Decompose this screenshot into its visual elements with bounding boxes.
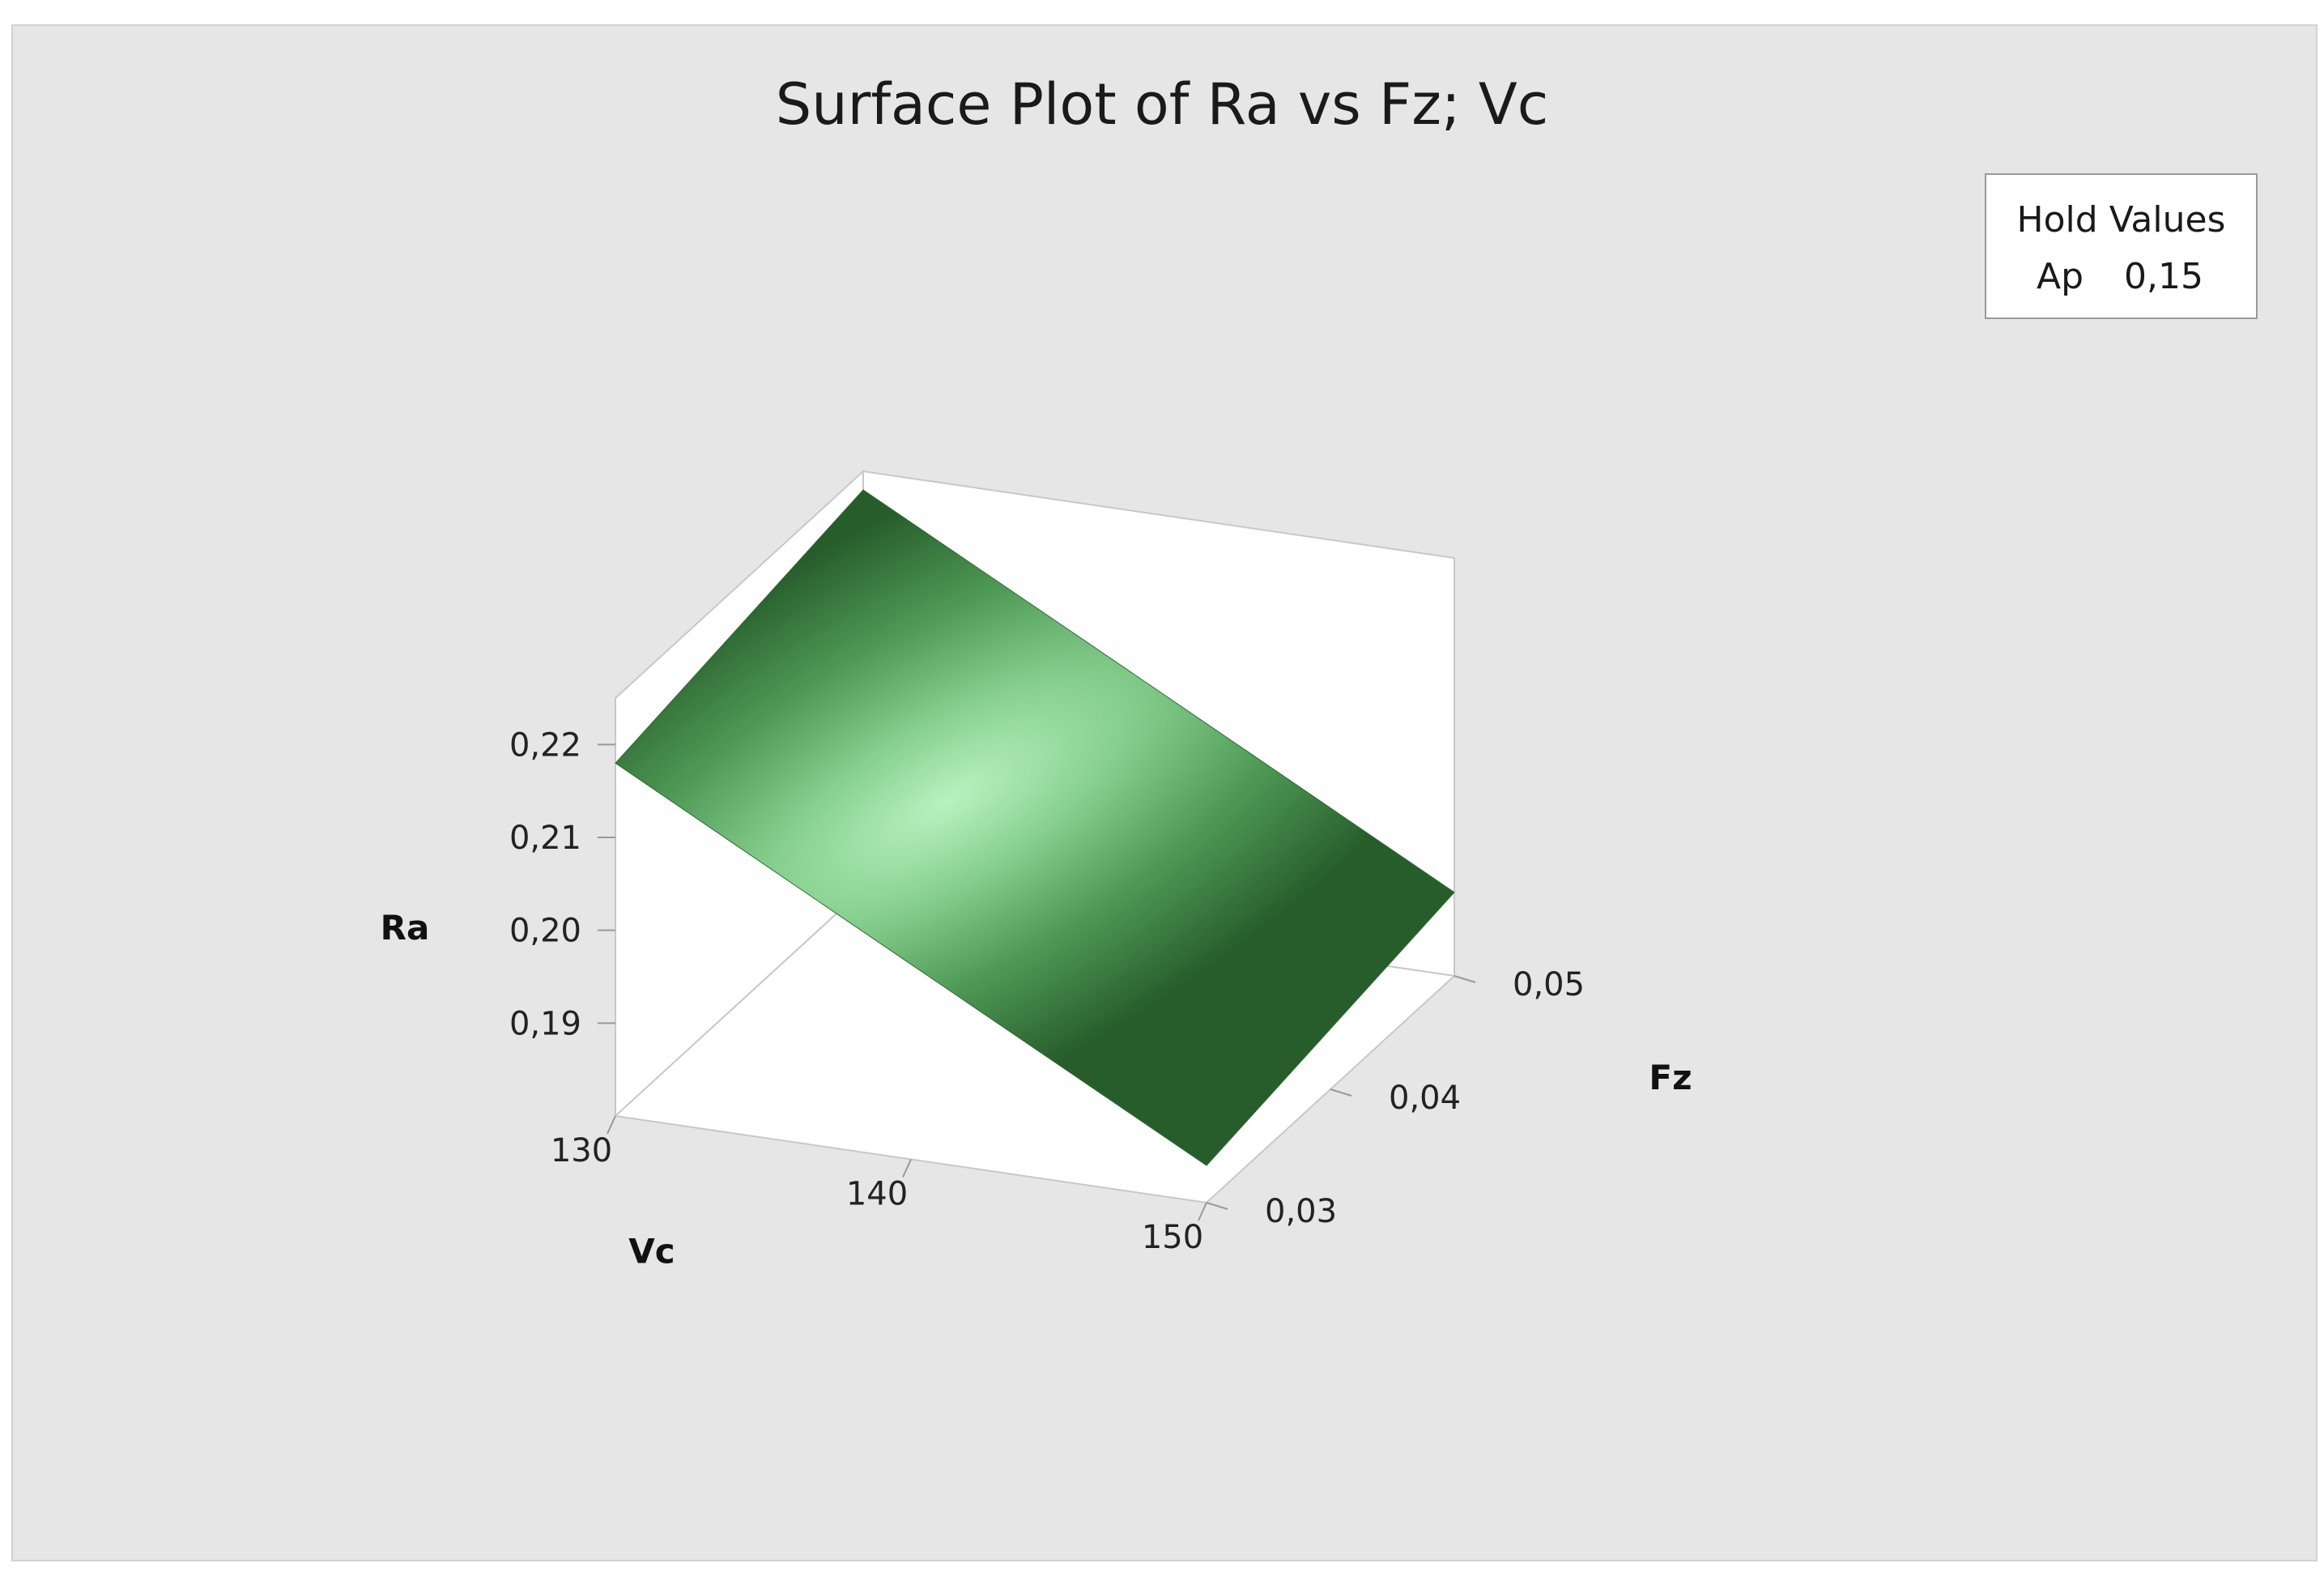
y-tick-label: 0,04 <box>1389 1080 1461 1117</box>
z-tick-label: 0,22 <box>509 726 581 764</box>
z-tick-label: 0,21 <box>509 820 581 857</box>
response-surface <box>615 489 1455 1166</box>
x-tick-mark <box>1198 1202 1207 1221</box>
chart-title: Surface Plot of Ra vs Fz; Vc <box>775 71 1549 138</box>
x-tick-mark <box>607 1115 616 1135</box>
hold-values-title: Hold Values <box>2016 199 2226 241</box>
y-tick-label: 0,03 <box>1265 1193 1337 1230</box>
hold-values-variable: Ap <box>2037 256 2084 297</box>
y-tick-mark <box>1206 1202 1228 1210</box>
x-axis-label: Vc <box>628 1232 675 1271</box>
x-tick-label: 140 <box>846 1176 908 1213</box>
x-tick-label: 130 <box>551 1132 612 1169</box>
z-tick-label: 0,19 <box>509 1005 581 1042</box>
y-tick-mark <box>1454 975 1476 983</box>
axis-labels: Vc Fz Ra <box>381 908 1692 1271</box>
y-tick-mark <box>1330 1088 1352 1097</box>
z-axis-label: Ra <box>381 908 430 948</box>
y-axis-label: Fz <box>1649 1058 1692 1097</box>
y-tick-label: 0,05 <box>1513 966 1585 1003</box>
z-tick-label: 0,20 <box>509 913 581 950</box>
x-tick-label: 150 <box>1142 1219 1203 1256</box>
surface-layer <box>615 489 1455 1166</box>
hold-values-box: Hold Values Ap 0,15 <box>1985 173 2258 319</box>
axis-ticks: 130 140 150 0,03 0,04 0,05 0,19 0,20 0,21 0,22 <box>509 726 1585 1256</box>
hold-values-value: 0,15 <box>2124 256 2203 297</box>
x-tick-mark <box>902 1159 912 1178</box>
